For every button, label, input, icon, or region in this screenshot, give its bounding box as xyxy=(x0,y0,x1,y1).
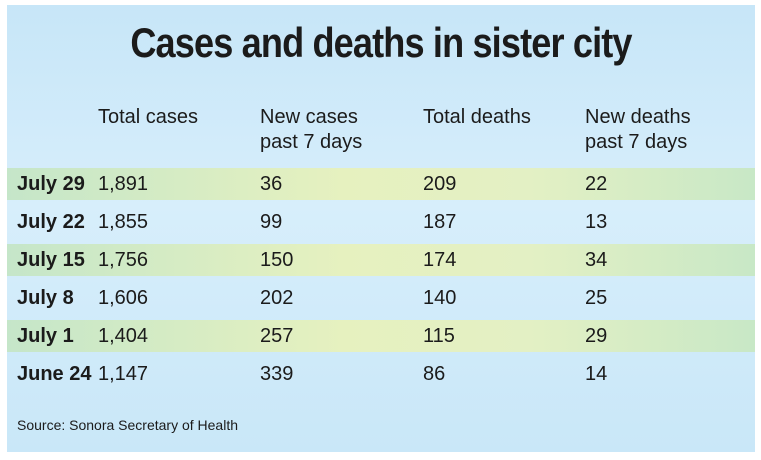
row-date: July 1 xyxy=(17,325,74,347)
row-total-cases: 1,147 xyxy=(98,363,149,385)
row-new-cases: 150 xyxy=(260,249,294,271)
header-total-deaths: Total deaths xyxy=(423,106,531,128)
row-new-deaths: 34 xyxy=(585,249,608,271)
header-new-cases-line2: past 7 days xyxy=(260,131,363,153)
infographic-panel: Cases and deaths in sister city Total ca… xyxy=(7,5,755,452)
row-total-deaths: 209 xyxy=(423,173,457,195)
row-total-cases: 1,855 xyxy=(98,211,149,233)
row-total-cases: 1,756 xyxy=(98,249,149,271)
table-row: July 15 1,756 150 174 34 xyxy=(7,244,755,276)
table-row: July 29 1,891 36 209 22 xyxy=(7,168,755,200)
header-new-cases-line1: New cases xyxy=(260,106,358,128)
table-row: June 24 1,147 339 86 14 xyxy=(7,358,755,390)
table-row: July 1 1,404 257 115 29 xyxy=(7,320,755,352)
row-new-deaths: 14 xyxy=(585,363,608,385)
row-total-deaths: 174 xyxy=(423,249,457,271)
row-total-deaths: 187 xyxy=(423,211,457,233)
row-date: July 29 xyxy=(17,173,85,195)
row-total-deaths: 140 xyxy=(423,287,457,309)
row-new-cases: 99 xyxy=(260,211,283,233)
row-new-deaths: 29 xyxy=(585,325,608,347)
row-new-cases: 257 xyxy=(260,325,294,347)
row-new-deaths: 13 xyxy=(585,211,608,233)
header-new-deaths-line2: past 7 days xyxy=(585,131,688,153)
row-total-cases: 1,891 xyxy=(98,173,149,195)
header-new-cases: New cases past 7 days xyxy=(260,105,362,155)
source-note: Source: Sonora Secretary of Health xyxy=(17,417,239,433)
row-total-deaths: 86 xyxy=(423,363,446,385)
table-row: July 8 1,606 202 140 25 xyxy=(7,282,755,314)
row-new-cases: 339 xyxy=(260,363,294,385)
page-title: Cases and deaths in sister city xyxy=(130,19,632,66)
row-total-deaths: 115 xyxy=(423,325,455,347)
header-new-deaths: New deaths past 7 days xyxy=(585,105,691,155)
row-new-deaths: 22 xyxy=(585,173,608,195)
row-date: July 22 xyxy=(17,211,85,233)
row-total-cases: 1,606 xyxy=(98,287,149,309)
row-date: June 24 xyxy=(17,363,92,385)
header-new-deaths-line1: New deaths xyxy=(585,106,691,128)
row-total-cases: 1,404 xyxy=(98,325,149,347)
row-new-deaths: 25 xyxy=(585,287,608,309)
header-total-cases: Total cases xyxy=(98,106,199,128)
row-date: July 8 xyxy=(17,287,74,309)
row-new-cases: 202 xyxy=(260,287,294,309)
row-date: July 15 xyxy=(17,249,85,271)
row-new-cases: 36 xyxy=(260,173,283,195)
table-row: July 22 1,855 99 187 13 xyxy=(7,206,755,238)
